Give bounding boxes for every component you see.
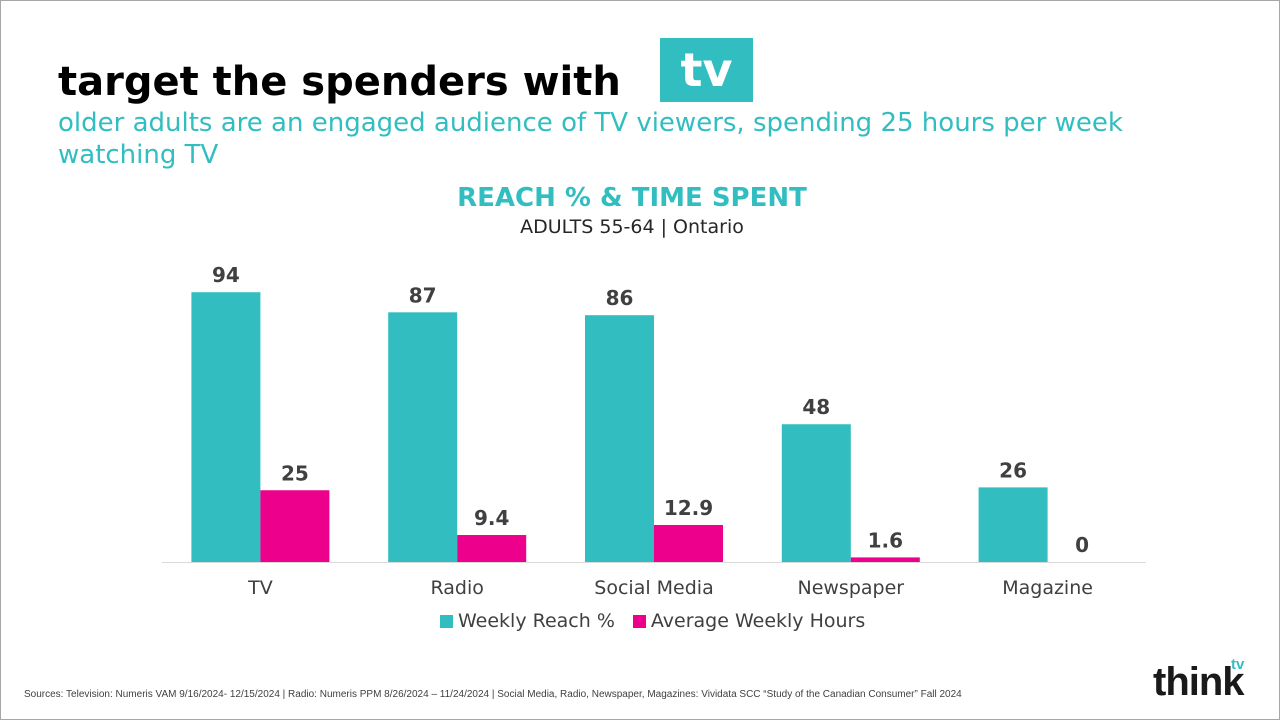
- headline: target the spenders with: [58, 59, 621, 105]
- chart-legend: Weekly Reach % Average Weekly Hours: [440, 609, 883, 633]
- bar-reach-newspaper: [781, 424, 851, 562]
- logo-superscript: tv: [1231, 656, 1245, 673]
- category-label: Social Media: [594, 577, 713, 599]
- data-label: 26: [999, 458, 1027, 482]
- legend-label-hours: Average Weekly Hours: [650, 610, 866, 632]
- data-label: 25: [281, 461, 309, 485]
- subheadline: older adults are an engaged audience of …: [58, 108, 1123, 170]
- tv-badge: tv: [660, 38, 753, 102]
- bar-reach-tv: [191, 292, 261, 562]
- logo-word: think: [1153, 660, 1245, 704]
- sources-footnote: Sources: Television: Numeris VAM 9/16/20…: [24, 689, 962, 700]
- legend-item-reach: Weekly Reach %: [440, 610, 615, 632]
- data-label: 87: [409, 283, 437, 307]
- legend-swatch-reach: [440, 614, 453, 628]
- bar-hours-newspaper: [850, 557, 920, 562]
- data-label: 86: [606, 286, 634, 310]
- bar-hours-radio: [457, 535, 527, 562]
- data-label: 48: [802, 395, 830, 419]
- data-label: 94: [212, 263, 240, 287]
- legend-swatch-hours: [632, 614, 646, 628]
- legend-item-hours: Average Weekly Hours: [632, 610, 866, 632]
- bar-reach-magazine: [978, 487, 1048, 562]
- data-label: 0: [1075, 533, 1089, 557]
- thinktv-logo: think tv: [1153, 656, 1253, 704]
- category-label: Radio: [430, 577, 483, 599]
- data-label: 12.9: [664, 496, 713, 520]
- category-label: Magazine: [1002, 577, 1093, 599]
- bar-reach-radio: [388, 312, 458, 562]
- bar-hours-tv: [260, 490, 330, 562]
- category-label: TV: [247, 577, 273, 599]
- bar-hours-social-media: [654, 524, 723, 562]
- legend-label-reach: Weekly Reach %: [458, 610, 615, 632]
- chart-subtitle: ADULTS 55-64 | Ontario: [520, 216, 744, 238]
- category-label: Newspaper: [797, 577, 904, 599]
- data-label: 9.4: [474, 506, 509, 530]
- bar-reach-social-media: [585, 315, 654, 562]
- chart-title: REACH % & TIME SPENT: [457, 183, 807, 213]
- data-label: 1.6: [868, 528, 903, 552]
